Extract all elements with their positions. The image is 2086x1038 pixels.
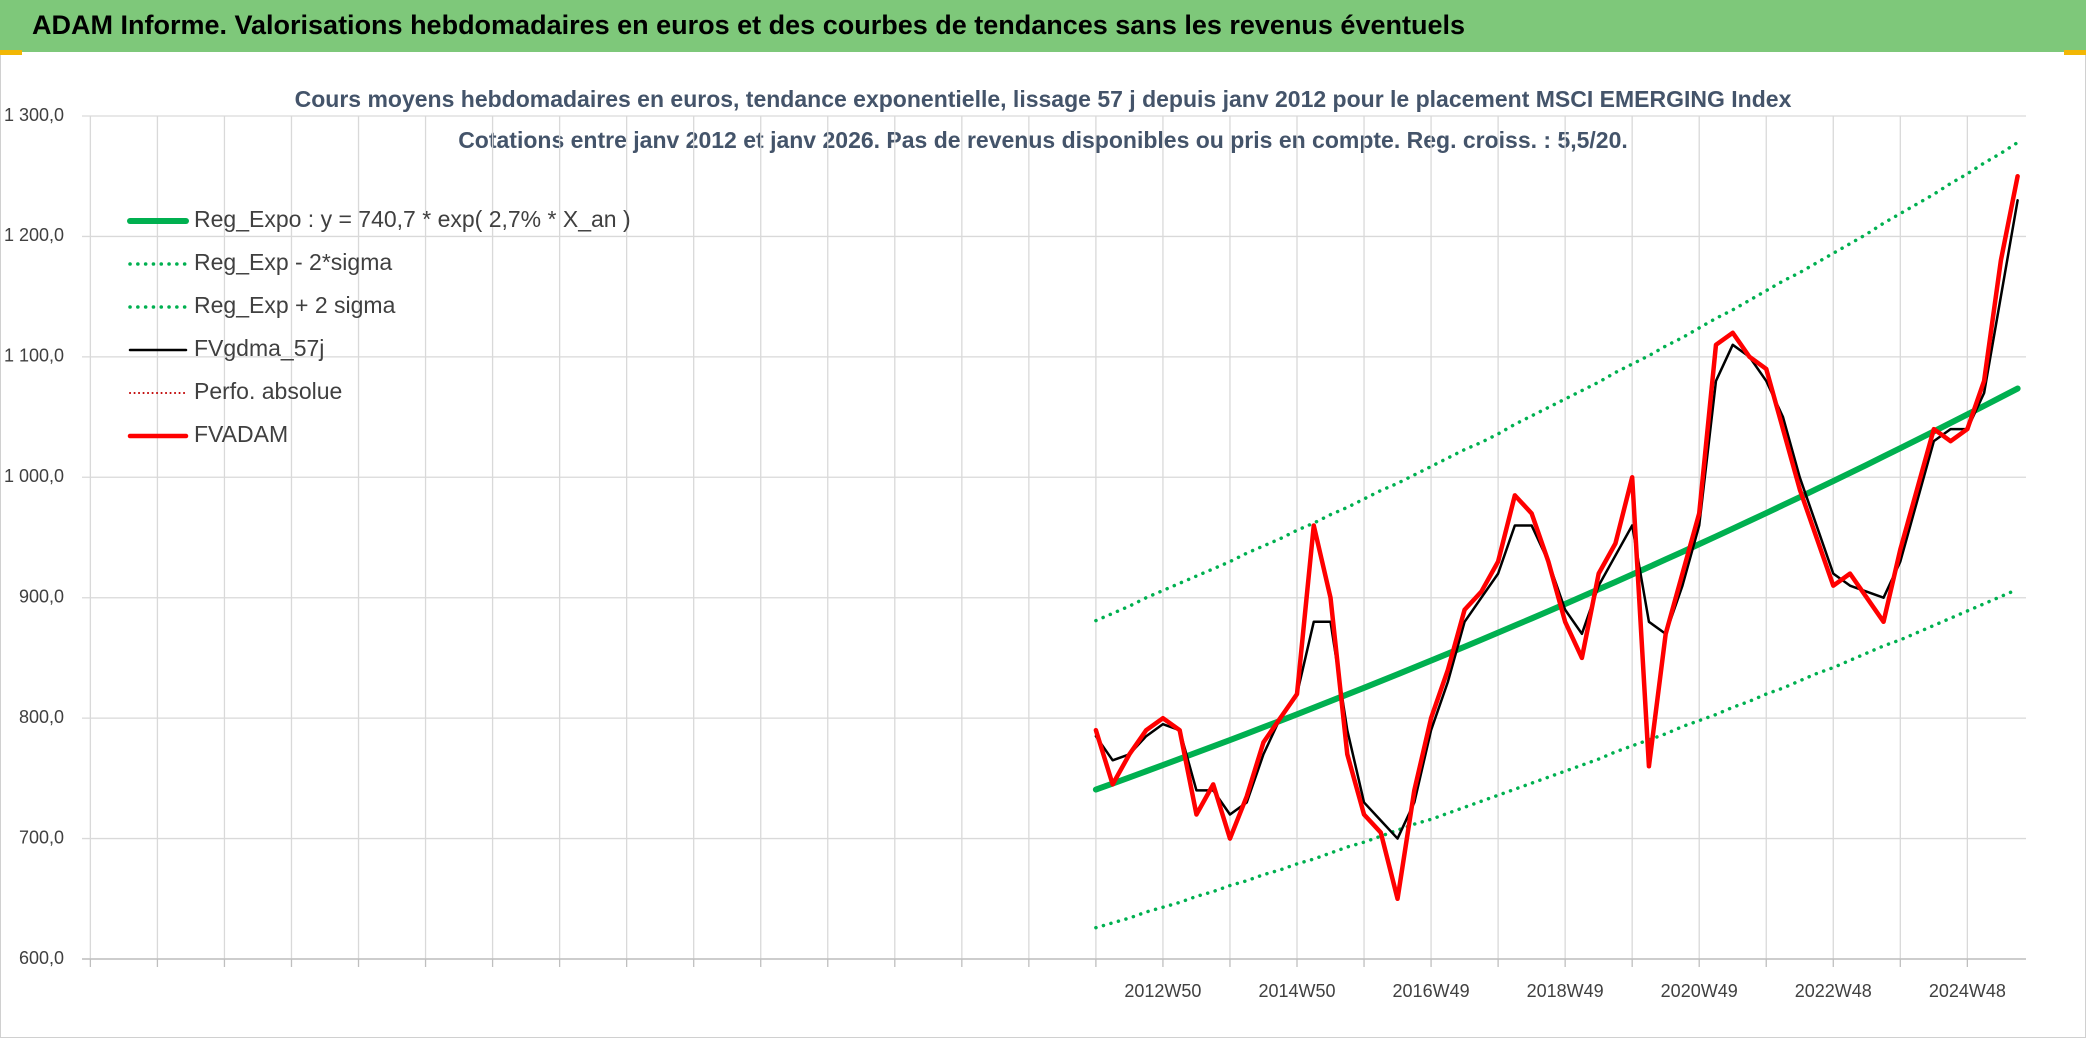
legend-label: Reg_Expo : y = 740,7 * exp( 2,7% * X_an … [194, 206, 631, 232]
x-tick-label: 2022W48 [1795, 981, 1872, 1001]
corner-mark [0, 50, 22, 55]
x-tick-label: 2020W49 [1661, 981, 1738, 1001]
y-tick-label: 600,0 [19, 948, 64, 968]
header-bar [0, 0, 2086, 52]
legend-label: Perfo. absolue [194, 378, 342, 404]
legend-label: FVADAM [194, 421, 288, 447]
y-tick-label: 1 300,0 [4, 105, 64, 125]
corner-mark [2064, 50, 2086, 55]
y-tick-label: 1 000,0 [4, 466, 64, 486]
legend-label: FVgdma_57j [194, 335, 324, 361]
y-tick-label: 900,0 [19, 586, 64, 606]
x-tick-label: 2014W50 [1258, 981, 1335, 1001]
header-title: ADAM Informe. Valorisations hebdomadaire… [32, 10, 1465, 40]
x-tick-label: 2018W49 [1527, 981, 1604, 1001]
chart-title: Cours moyens hebdomadaires en euros, ten… [295, 86, 1792, 112]
x-tick-label: 2016W49 [1393, 981, 1470, 1001]
y-tick-label: 1 100,0 [4, 346, 64, 366]
chart-subtitle: Cotations entre janv 2012 et janv 2026. … [458, 127, 1628, 153]
y-tick-label: 1 200,0 [4, 225, 64, 245]
series-line [1093, 173, 2020, 902]
x-tick-label: 2012W50 [1124, 981, 1201, 1001]
legend-label: Reg_Exp - 2*sigma [194, 249, 392, 275]
series-line [1092, 385, 2021, 793]
legend-label: Reg_Exp + 2 sigma [194, 292, 396, 318]
x-tick-label: 2024W48 [1929, 981, 2006, 1001]
y-tick-label: 800,0 [19, 707, 64, 727]
y-tick-label: 700,0 [19, 827, 64, 847]
